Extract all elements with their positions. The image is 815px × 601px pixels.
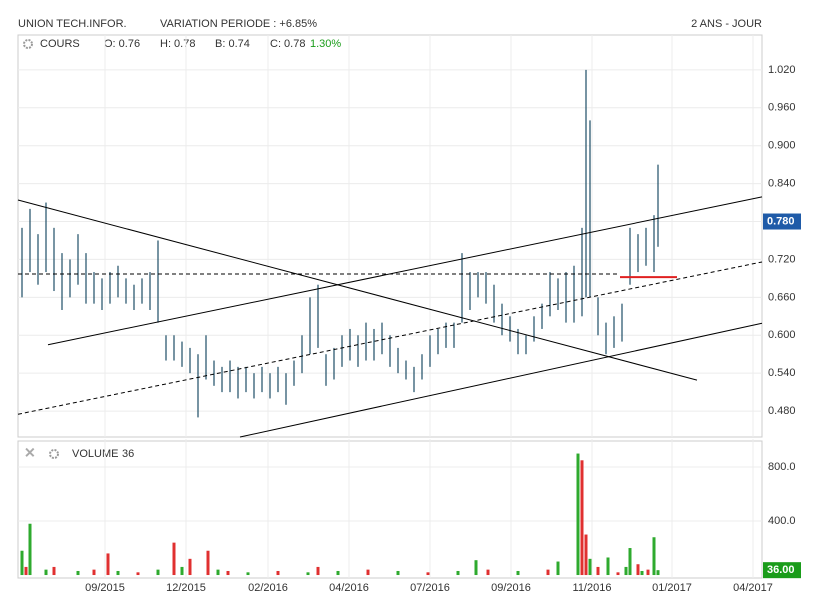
x-tick-label: 11/2016 bbox=[573, 582, 612, 594]
y-tick-label: 800.0 bbox=[768, 461, 796, 473]
volume-bar bbox=[516, 570, 520, 576]
x-tick-label: 07/2016 bbox=[410, 582, 450, 594]
settings-icon[interactable] bbox=[49, 449, 59, 459]
volume-bar bbox=[366, 569, 370, 576]
instrument-title: UNION TECH.INFOR. bbox=[18, 18, 127, 30]
volume-bar bbox=[652, 537, 656, 576]
volume-bar bbox=[646, 569, 650, 576]
volume-bar bbox=[546, 569, 550, 576]
volume-bar bbox=[474, 560, 478, 576]
volume-bar bbox=[276, 570, 280, 576]
volume-bar bbox=[44, 569, 48, 576]
volume-bar bbox=[28, 523, 32, 576]
trend-line bbox=[17, 261, 763, 415]
legend-open: O: 0.76 bbox=[104, 38, 140, 50]
y-tick-label: 0.840 bbox=[768, 178, 796, 190]
volume-bar bbox=[588, 558, 592, 576]
volume-bar bbox=[156, 569, 160, 576]
y-tick-label: 0.900 bbox=[768, 140, 796, 152]
y-tick-label: 0.600 bbox=[768, 329, 796, 341]
x-tick-label: 04/2016 bbox=[329, 582, 369, 594]
y-tick-label: 0.660 bbox=[768, 291, 796, 303]
x-tick-label: 01/2017 bbox=[652, 582, 692, 594]
volume-bar bbox=[136, 572, 140, 576]
y-tick-label: 400.0 bbox=[768, 515, 796, 527]
trend-line bbox=[47, 196, 763, 346]
volume-bar bbox=[172, 542, 176, 576]
volume-bar bbox=[106, 553, 110, 576]
volume-bar bbox=[226, 570, 230, 576]
legend-high: H: 0.78 bbox=[160, 38, 195, 50]
volume-bar bbox=[580, 460, 584, 576]
volume-bar bbox=[306, 572, 310, 576]
x-tick-label: 02/2016 bbox=[248, 582, 288, 594]
legend-name: COURS bbox=[40, 38, 80, 50]
volume-bar bbox=[606, 557, 610, 576]
price-panel bbox=[17, 34, 763, 438]
y-tick-label: 0.960 bbox=[768, 102, 796, 114]
volume-bar bbox=[640, 570, 644, 576]
volume-bar bbox=[24, 566, 28, 576]
y-tick-label: 0.480 bbox=[768, 405, 796, 417]
y-tick-label: 1.020 bbox=[768, 64, 796, 76]
volume-bar bbox=[336, 570, 340, 576]
volume-bar bbox=[52, 566, 56, 576]
legend-close: C: 0.78 bbox=[270, 38, 305, 50]
settings-icon[interactable] bbox=[23, 39, 33, 49]
volume-bar bbox=[556, 561, 560, 576]
volume-bar bbox=[76, 570, 80, 576]
x-tick-label: 09/2016 bbox=[491, 582, 531, 594]
volume-panel bbox=[17, 440, 763, 579]
volume-bar bbox=[616, 572, 620, 576]
volume-bar bbox=[656, 570, 660, 576]
legend-value: 36 bbox=[122, 448, 134, 460]
legend-name: VOLUME bbox=[72, 448, 118, 460]
x-tick-label: 09/2015 bbox=[85, 582, 125, 594]
legend-change: 1.30% bbox=[310, 38, 341, 50]
volume-bar bbox=[576, 453, 580, 576]
volume-bar bbox=[624, 566, 628, 576]
y-tick-label: 0.720 bbox=[768, 253, 796, 265]
volume-bar bbox=[216, 569, 220, 576]
period-variation: VARIATION PERIODE : +6.85% bbox=[160, 18, 317, 30]
volume-bar bbox=[396, 570, 400, 576]
volume-bar bbox=[188, 558, 192, 576]
last-volume-tag bbox=[763, 562, 801, 579]
volume-bar bbox=[206, 550, 210, 576]
volume-bar bbox=[180, 566, 184, 576]
volume-bar bbox=[486, 569, 490, 576]
volume-bar bbox=[246, 572, 250, 576]
volume-bar bbox=[316, 566, 320, 576]
trend-line bbox=[239, 322, 763, 438]
legend-low: B: 0.74 bbox=[215, 38, 250, 50]
volume-bar bbox=[426, 572, 430, 576]
x-tick-label: 04/2017 bbox=[733, 582, 773, 594]
close-icon[interactable]: ✕ bbox=[24, 445, 36, 461]
trend-line bbox=[17, 199, 698, 381]
last-price-label: 0.780 bbox=[767, 215, 795, 227]
volume-bar bbox=[92, 569, 96, 576]
last-volume-label: 36.00 bbox=[767, 564, 795, 576]
volume-bar bbox=[596, 566, 600, 576]
volume-bar bbox=[636, 564, 640, 576]
volume-bar bbox=[456, 570, 460, 576]
volume-bar bbox=[628, 548, 632, 576]
period-label: 2 ANS - JOUR bbox=[691, 18, 762, 30]
volume-bar bbox=[20, 550, 24, 576]
last-price-tag bbox=[763, 213, 801, 230]
volume-bar bbox=[584, 534, 588, 576]
volume-bar bbox=[116, 570, 120, 576]
y-tick-label: 0.540 bbox=[768, 367, 796, 379]
x-tick-label: 12/2015 bbox=[166, 582, 206, 594]
